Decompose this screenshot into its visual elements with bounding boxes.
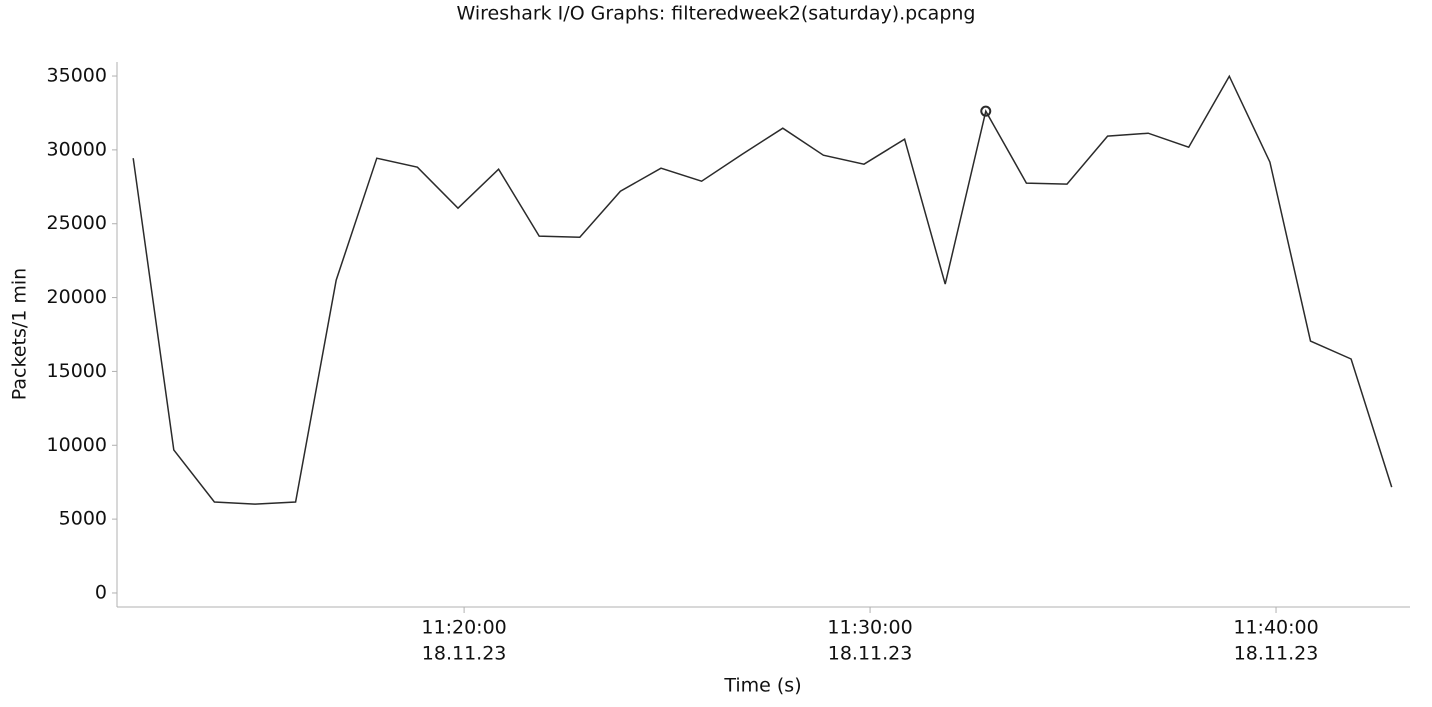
x-tick-date: 18.11.23 xyxy=(828,643,913,665)
chart-title: Wireshark I/O Graphs: filteredweek2(satu… xyxy=(457,3,976,25)
highlight-point xyxy=(980,105,992,117)
y-tick-label: 35000 xyxy=(47,65,107,87)
x-tick-label: 11:30:00 xyxy=(827,617,912,639)
y-tick-label: 25000 xyxy=(47,212,107,234)
data-line xyxy=(132,74,1393,505)
y-tick-label: 30000 xyxy=(47,138,107,160)
y-tick-label: 20000 xyxy=(47,286,107,308)
y-tick-label: 10000 xyxy=(47,434,107,456)
x-tick-label: 11:40:00 xyxy=(1233,617,1318,639)
y-tick-label: 5000 xyxy=(59,508,107,530)
x-axis-label: Time (s) xyxy=(723,675,801,697)
x-tick-date: 18.11.23 xyxy=(422,643,507,665)
y-tick-label: 0 xyxy=(95,581,107,603)
x-tick-date: 18.11.23 xyxy=(1234,643,1319,665)
y-tick-label: 15000 xyxy=(47,360,107,382)
x-tick-label: 11:20:00 xyxy=(421,617,506,639)
y-axis-label: Packets/1 min xyxy=(9,268,31,400)
